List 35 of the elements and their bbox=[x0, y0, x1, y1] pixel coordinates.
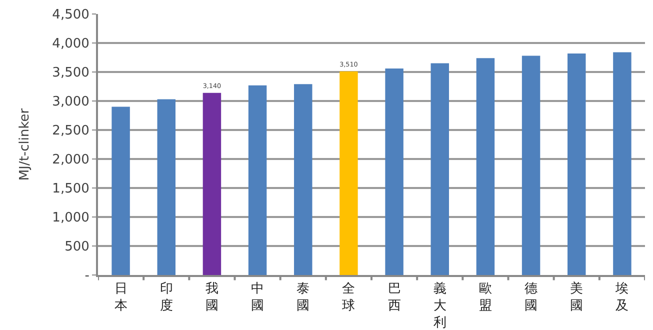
y-tick-label: 1,000 bbox=[52, 210, 90, 226]
y-tick-label: 4,500 bbox=[52, 8, 90, 23]
bar bbox=[340, 71, 358, 275]
y-tick-label: 3,000 bbox=[52, 94, 90, 110]
bar bbox=[430, 63, 449, 275]
bar bbox=[568, 53, 586, 275]
y-tick-label: 3,500 bbox=[52, 66, 90, 81]
y-tick-label: 2,000 bbox=[52, 152, 90, 168]
y-tick-label: - bbox=[84, 268, 90, 284]
x-tick-label: 德國 bbox=[524, 282, 538, 314]
x-tick-label: 埃及 bbox=[614, 282, 629, 314]
x-tick-label: 全球 bbox=[342, 282, 356, 314]
bar bbox=[613, 52, 632, 275]
bar bbox=[476, 58, 495, 275]
x-tick-label: 印度 bbox=[160, 282, 173, 314]
x-tick-label: 泰國 bbox=[296, 282, 310, 314]
x-tick-label: 美國 bbox=[570, 280, 584, 314]
y-axis-title: MJ/t-clinker bbox=[18, 108, 33, 181]
x-tick-label: 巴西 bbox=[388, 282, 401, 314]
x-tick-label: 義大利 bbox=[433, 282, 446, 330]
bar bbox=[112, 106, 130, 275]
bar bbox=[522, 56, 540, 275]
x-tick-label: 日本 bbox=[114, 282, 128, 314]
y-tick-label: 1,500 bbox=[52, 182, 90, 197]
bar bbox=[202, 92, 222, 275]
bar bbox=[385, 68, 404, 275]
y-tick-label: 500 bbox=[64, 240, 90, 255]
bar bbox=[157, 99, 176, 275]
y-tick-label: 4,000 bbox=[52, 36, 90, 52]
x-tick-label: 中國 bbox=[251, 282, 264, 314]
bar bbox=[248, 85, 267, 275]
bar bbox=[294, 84, 312, 275]
y-tick-label: 2,500 bbox=[52, 124, 90, 139]
x-tick-label: 我國 bbox=[205, 282, 218, 314]
x-tick-label: 歐盟 bbox=[478, 282, 492, 314]
